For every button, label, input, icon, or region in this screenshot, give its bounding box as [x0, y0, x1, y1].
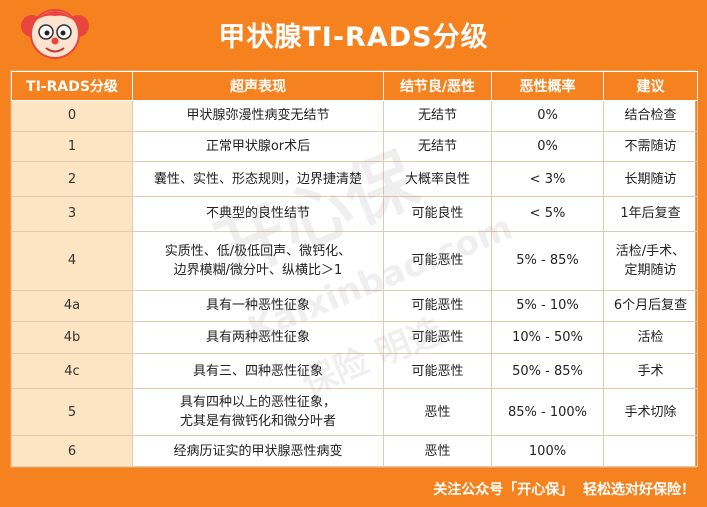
cell-level: 4b	[11, 320, 133, 355]
cell-advice: 6个月后复查	[603, 290, 698, 322]
cell-level: 4c	[11, 353, 133, 390]
table-row: 4c 具有三、四种恶性征象 可能恶性 50% - 85% 手术	[11, 353, 698, 390]
cell-advice-line: 手术	[637, 363, 664, 379]
cell-probability: 100%	[491, 435, 604, 467]
cell-nature: 可能恶性	[383, 353, 492, 390]
cell-advice: 手术切除	[603, 388, 698, 437]
cell-advice: 手术	[603, 353, 698, 390]
cell-nature: 无结节	[383, 130, 492, 163]
cell-level: 4	[11, 230, 133, 292]
cell-advice-line: 不需随访	[624, 138, 677, 154]
page-title: 甲状腺TI-RADS分级	[218, 21, 489, 53]
cell-features: 甲状腺弥漫性病变无结节	[132, 100, 384, 132]
cell-advice-line: 6个月后复查	[613, 298, 688, 314]
cell-probability: 5% - 10%	[491, 290, 604, 322]
cartoon-mascot-face-icon	[21, 9, 89, 59]
tirads-table: TI-RADS分级 超声表现 结节良/恶性 恶性概率 建议 0 甲状腺弥漫性病变无…	[11, 71, 698, 467]
cell-advice: 长期随访	[603, 161, 698, 198]
cell-nature: 大概率良性	[383, 161, 492, 198]
cell-features: 不典型的良性结节	[132, 196, 384, 232]
footer: 关注公众号「开心保」 轻松选对好保险！	[0, 470, 707, 507]
table-row: 4a 具有一种恶性征象 可能恶性 5% - 10% 6个月后复查	[11, 290, 698, 322]
cell-advice-line: 活检	[637, 330, 664, 346]
cell-advice-line: 1年后复查	[620, 206, 681, 222]
column-header-features: 超声表现	[132, 71, 384, 101]
cell-advice-line: 手术切除	[624, 404, 677, 420]
table-header-row: TI-RADS分级 超声表现 结节良/恶性 恶性概率 建议	[11, 71, 698, 101]
cell-features: 具有一种恶性征象	[132, 290, 384, 322]
cell-nature: 无结节	[383, 100, 492, 132]
cell-advice: 不需随访	[603, 130, 698, 163]
cell-advice: 结合检查	[603, 100, 698, 132]
cell-probability: 10% - 50%	[491, 320, 604, 355]
cell-features: 囊性、实性、形态规则，边界捷清楚	[132, 161, 384, 198]
cell-features-line: 囊性、实性、形态规则，边界捷清楚	[153, 171, 362, 187]
cell-features-line: 实质性、低/极低回声、微钙化、	[164, 243, 352, 259]
table-row: 5 具有四种以上的恶性征象， 尤其是有微钙化和微分叶者 恶性 85% - 100% 手术切…	[11, 388, 698, 437]
cell-features-line: 具有一种恶性征象	[205, 298, 310, 314]
cell-advice: 活检	[603, 320, 698, 355]
cell-nature: 可能恶性	[383, 290, 492, 322]
cell-nature: 可能恶性	[383, 320, 492, 355]
cell-advice-line: 定期随访	[624, 262, 677, 278]
cell-probability: < 3%	[491, 161, 604, 198]
footer-text: 关注公众号「开心保」 轻松选对好保险！	[433, 481, 695, 498]
cell-probability: 0%	[491, 130, 604, 163]
table-body: 0 甲状腺弥漫性病变无结节 无结节 0% 结合检查 1 正常甲状腺or术后 无结节 0% 不需随访…	[11, 100, 698, 467]
cell-probability: < 5%	[491, 196, 604, 232]
cell-nature: 可能良性	[383, 196, 492, 232]
column-header-advice: 建议	[603, 71, 698, 101]
cell-nature: 恶性	[383, 435, 492, 467]
cell-level: 0	[11, 100, 133, 132]
cell-level: 4a	[11, 290, 133, 322]
cell-nature: 恶性	[383, 388, 492, 437]
cell-probability: 85% - 100%	[491, 388, 604, 437]
cell-features-line: 正常甲状腺or术后	[205, 138, 311, 154]
cell-advice: 活检/手术、 定期随访	[603, 230, 698, 292]
column-header-nature: 结节良/恶性	[383, 71, 492, 101]
cell-level: 6	[11, 435, 133, 467]
table-row: 0 甲状腺弥漫性病变无结节 无结节 0% 结合检查	[11, 100, 698, 132]
table-row: 4 实质性、低/极低回声、微钙化、 边界模糊/微分叶、纵横比＞1 可能恶性 5% - 8…	[11, 230, 698, 292]
cell-level: 5	[11, 388, 133, 437]
cell-advice-line: 结合检查	[624, 108, 677, 124]
table-row: 4b 具有两种恶性征象 可能恶性 10% - 50% 活检	[11, 320, 698, 355]
cell-features-line: 具有四种以上的恶性征象，	[179, 395, 336, 411]
cell-features: 具有三、四种恶性征象	[132, 353, 384, 390]
cell-probability: 50% - 85%	[491, 353, 604, 390]
cell-level: 3	[11, 196, 133, 232]
cell-features-line: 甲状腺弥漫性病变无结节	[186, 108, 330, 124]
cell-features-line: 具有三、四种恶性征象	[192, 363, 323, 379]
cell-nature: 可能恶性	[383, 230, 492, 292]
cell-features-line: 边界模糊/微分叶、纵横比＞1	[173, 262, 343, 278]
tirads-table-container: TI-RADS分级 超声表现 结节良/恶性 恶性概率 建议 0 甲状腺弥漫性病变无…	[10, 70, 698, 468]
column-header-probability: 恶性概率	[491, 71, 604, 101]
cell-features: 经病历证实的甲状腺恶性病变	[132, 435, 384, 467]
cell-features-line: 经病历证实的甲状腺恶性病变	[173, 443, 343, 459]
header: 甲状腺TI-RADS分级	[0, 0, 707, 68]
table-row: 6 经病历证实的甲状腺恶性病变 恶性 100%	[11, 435, 698, 467]
cell-level: 2	[11, 161, 133, 198]
cell-advice-line: 活检/手术、	[615, 243, 686, 259]
cell-advice-line: 长期随访	[624, 171, 677, 187]
table-row: 2 囊性、实性、形态规则，边界捷清楚 大概率良性 < 3% 长期随访	[11, 161, 698, 198]
cell-advice	[603, 435, 698, 467]
column-header-level: TI-RADS分级	[11, 71, 133, 101]
table-row: 1 正常甲状腺or术后 无结节 0% 不需随访	[11, 130, 698, 163]
cell-features-line: 具有两种恶性征象	[205, 330, 310, 346]
cell-features: 具有两种恶性征象	[132, 320, 384, 355]
cell-features-line: 尤其是有微钙化和微分叶者	[179, 414, 336, 430]
cell-features: 具有四种以上的恶性征象， 尤其是有微钙化和微分叶者	[132, 388, 384, 437]
cell-probability: 5% - 85%	[491, 230, 604, 292]
table-row: 3 不典型的良性结节 可能良性 < 5% 1年后复查	[11, 196, 698, 232]
cell-probability: 0%	[491, 100, 604, 132]
cell-advice: 1年后复查	[603, 196, 698, 232]
cell-features-line: 不典型的良性结节	[205, 206, 310, 222]
cell-features: 实质性、低/极低回声、微钙化、 边界模糊/微分叶、纵横比＞1	[132, 230, 384, 292]
cell-features: 正常甲状腺or术后	[132, 130, 384, 163]
cell-level: 1	[11, 130, 133, 163]
